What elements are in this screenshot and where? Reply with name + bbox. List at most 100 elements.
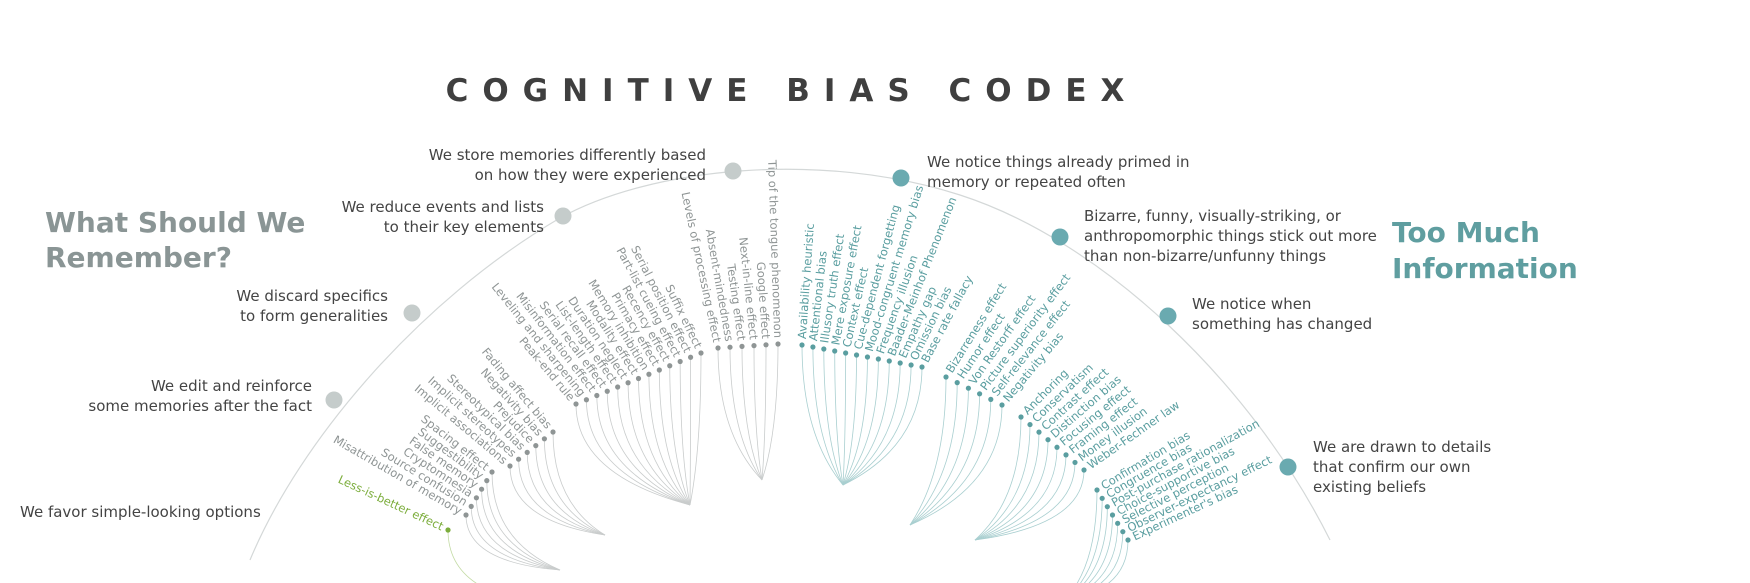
leaf-dot bbox=[468, 503, 474, 509]
leaf-connector bbox=[741, 346, 763, 481]
leaf-dot bbox=[810, 344, 816, 350]
leaf-connector bbox=[575, 403, 691, 506]
leaf-dot bbox=[1125, 537, 1131, 543]
leaf-connector bbox=[1076, 489, 1098, 583]
node-label: We edit and reinforce bbox=[151, 377, 312, 395]
leaf-connector bbox=[689, 357, 691, 506]
leaf-dot bbox=[977, 391, 983, 397]
leaf-connector bbox=[1108, 539, 1129, 583]
leaf-dot bbox=[445, 527, 451, 533]
leaf-connector bbox=[974, 447, 1058, 541]
leaf-connector bbox=[526, 452, 606, 536]
node-dot bbox=[325, 391, 343, 409]
leaf-connector bbox=[486, 480, 561, 571]
leaf-dot bbox=[1045, 437, 1051, 443]
leaf-connector bbox=[909, 382, 958, 526]
leaf-connector bbox=[1083, 506, 1108, 583]
node-label: something has changed bbox=[1192, 315, 1372, 333]
node-label: We are drawn to details bbox=[1313, 438, 1491, 456]
leaf-connector bbox=[801, 344, 844, 486]
leaf-connector bbox=[842, 352, 847, 486]
left-heading: What Should We bbox=[45, 206, 305, 239]
leaf-connector bbox=[470, 506, 561, 571]
leaf-dot bbox=[533, 443, 539, 449]
leaf-connector bbox=[842, 354, 857, 486]
leaf-connector bbox=[729, 347, 763, 481]
leaf-dot bbox=[604, 388, 610, 394]
node-dot bbox=[403, 304, 421, 322]
leaf-dot bbox=[1072, 459, 1078, 466]
leaf-connector bbox=[974, 416, 1022, 541]
leaf-dot bbox=[507, 463, 513, 469]
leaf-dot bbox=[1027, 421, 1033, 428]
leaf-connector bbox=[648, 374, 691, 506]
leaf-label: Google effect bbox=[754, 261, 773, 339]
leaf-dot bbox=[715, 345, 721, 351]
leaf-connector bbox=[518, 459, 606, 536]
leaf-dot bbox=[1081, 467, 1087, 473]
leaf-dot bbox=[965, 385, 972, 391]
leaf-connector bbox=[1080, 498, 1103, 583]
leaf-dot bbox=[1018, 414, 1024, 420]
node-label: memory or repeated often bbox=[927, 173, 1126, 191]
leaf-dot bbox=[999, 402, 1005, 408]
node-label: to form generalities bbox=[240, 307, 388, 325]
node-label: some memories after the fact bbox=[88, 397, 312, 415]
leaf-dot bbox=[667, 363, 673, 369]
leaf-dot bbox=[677, 358, 683, 365]
leaf-connector bbox=[476, 497, 561, 571]
leaf-dot bbox=[656, 367, 662, 373]
leaf-dot bbox=[1120, 529, 1126, 535]
leaf-connector bbox=[535, 445, 606, 536]
leaf-connector bbox=[491, 471, 561, 571]
leaf-connector bbox=[823, 348, 844, 486]
leaf-dot bbox=[516, 456, 522, 462]
leaf-dot bbox=[489, 469, 495, 475]
leaf-dot bbox=[594, 392, 600, 399]
node-dot bbox=[554, 207, 572, 225]
leaf-dot bbox=[635, 375, 642, 382]
leaf-connector bbox=[717, 347, 763, 481]
node-label: on how they were experienced bbox=[475, 166, 706, 184]
leaf-connector bbox=[1093, 523, 1119, 583]
leaf-connector bbox=[509, 465, 606, 536]
node-label: We store memories differently based bbox=[429, 146, 706, 164]
node-dot bbox=[724, 162, 742, 180]
leaf-dot bbox=[646, 371, 652, 377]
leaf-connector bbox=[974, 439, 1049, 541]
leaf-connector bbox=[638, 378, 691, 506]
node-label: We notice things already primed in bbox=[927, 153, 1190, 171]
leaf-dot bbox=[1099, 495, 1105, 501]
leaf-dot bbox=[875, 356, 881, 362]
node-label: Bizarre, funny, visually-striking, or bbox=[1084, 207, 1342, 225]
leaf-dot bbox=[943, 374, 949, 380]
leaf-connector bbox=[596, 395, 691, 506]
leaf-dot bbox=[479, 486, 485, 492]
leaf-dot bbox=[573, 401, 579, 407]
leaf-connector bbox=[974, 469, 1085, 541]
leaf-dot bbox=[1094, 487, 1100, 493]
leaf-dot bbox=[1109, 512, 1116, 518]
leaf-connector bbox=[909, 399, 992, 526]
leaf-label: Tip of the tongue phenomenon bbox=[765, 159, 785, 339]
right-heading: Information bbox=[1392, 252, 1578, 285]
leaf-dot bbox=[864, 354, 871, 360]
leaf-dot bbox=[954, 380, 960, 386]
node-dot bbox=[1051, 228, 1069, 246]
left-heading: Remember? bbox=[45, 241, 232, 274]
leaf-dot bbox=[886, 358, 892, 364]
leaf-connector bbox=[465, 514, 561, 571]
leaf-connector bbox=[481, 489, 561, 571]
leaf-dot bbox=[843, 350, 849, 356]
leaf-dot bbox=[988, 396, 994, 402]
leaf-dot bbox=[583, 397, 590, 403]
leaf-connector bbox=[974, 424, 1031, 541]
leaf-connector bbox=[909, 376, 947, 526]
leaf-connector bbox=[909, 388, 969, 526]
leaf-connector bbox=[447, 529, 477, 583]
leaf-dot bbox=[550, 429, 556, 435]
leaf-dot bbox=[473, 495, 479, 501]
leaf-connector bbox=[669, 365, 691, 506]
